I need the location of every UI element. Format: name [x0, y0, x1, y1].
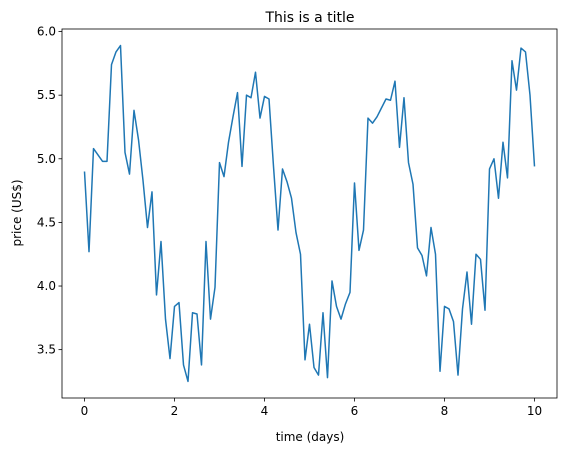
line-series [83, 44, 536, 383]
x-tick-label: 10 [527, 404, 542, 418]
y-tick-label: 5.5 [37, 88, 56, 102]
x-axis-label: time (days) [276, 430, 345, 444]
y-axis-label: price (US$) [10, 179, 24, 246]
x-tick-label: 0 [81, 404, 89, 418]
x-tick-label: 4 [261, 404, 269, 418]
y-tick-label: 3.5 [37, 343, 56, 357]
y-tick-label: 4.0 [37, 279, 56, 293]
x-tick-label: 8 [441, 404, 449, 418]
axes-frame [61, 28, 558, 399]
x-tick-label: 2 [171, 404, 179, 418]
chart-title: This is a title [264, 10, 354, 26]
y-tick-label: 6.0 [37, 25, 56, 39]
y-tick-label: 4.5 [37, 215, 56, 229]
x-tick-label: 6 [351, 404, 359, 418]
y-tick-label: 5.0 [37, 152, 56, 166]
